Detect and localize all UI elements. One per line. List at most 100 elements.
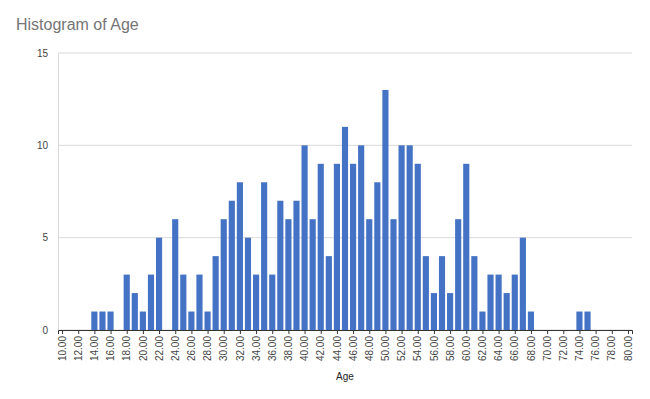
- x-tick-mark: [499, 330, 500, 334]
- x-tick-label: 60.00: [461, 336, 472, 361]
- bar: [625, 330, 631, 331]
- x-tick-mark: [515, 330, 516, 334]
- x-tick-mark: [94, 330, 95, 334]
- bar: [253, 275, 259, 330]
- x-tick-mark: [127, 330, 128, 334]
- x-tick-label: 80.00: [623, 336, 634, 361]
- x-tick-label: 14.00: [89, 336, 100, 361]
- x-tick: 26.00: [186, 330, 197, 361]
- y-tick: 15: [37, 48, 58, 59]
- x-tick-mark: [579, 330, 580, 334]
- x-tick-label: 58.00: [445, 336, 456, 361]
- bar: [261, 182, 267, 330]
- x-tick-mark: [531, 330, 532, 334]
- x-tick-label: 20.00: [138, 336, 149, 361]
- x-tick-label: 40.00: [299, 336, 310, 361]
- x-tick-mark: [369, 330, 370, 334]
- bar: [213, 256, 219, 330]
- bar: [350, 164, 356, 330]
- y-tick: 10: [37, 140, 58, 151]
- bar: [302, 145, 308, 330]
- x-tick: 74.00: [574, 330, 585, 361]
- bar: [576, 312, 582, 330]
- x-tick-label: 54.00: [412, 336, 423, 361]
- x-tick-mark: [385, 330, 386, 334]
- bar: [439, 256, 445, 330]
- x-tick-mark: [321, 330, 322, 334]
- x-tick-mark: [272, 330, 273, 334]
- bar: [504, 293, 510, 330]
- bar: [415, 164, 421, 330]
- x-tick-mark: [224, 330, 225, 334]
- x-tick: 52.00: [396, 330, 407, 361]
- bar: [423, 256, 429, 330]
- x-tick-label: 24.00: [170, 336, 181, 361]
- x-tick: 58.00: [445, 330, 456, 361]
- x-tick: 62.00: [477, 330, 488, 361]
- bar: [156, 238, 162, 330]
- y-axis-line: [58, 54, 59, 331]
- x-tick-label: 64.00: [493, 336, 504, 361]
- x-tick-label: 48.00: [364, 336, 375, 361]
- x-tick-mark: [628, 330, 629, 334]
- x-tick-mark: [466, 330, 467, 334]
- bar: [326, 256, 332, 330]
- bar: [204, 312, 210, 330]
- x-tick: 46.00: [348, 330, 359, 361]
- x-axis: 10.0012.0014.0016.0018.0020.0022.0024.00…: [57, 330, 634, 361]
- x-tick-mark: [256, 330, 257, 334]
- bar: [520, 238, 526, 330]
- bar: [601, 330, 607, 331]
- bar: [455, 219, 461, 330]
- x-tick-label: 68.00: [526, 336, 537, 361]
- x-tick: 64.00: [493, 330, 504, 361]
- y-axis: 0 5 10 15: [37, 48, 59, 336]
- x-tick: 28.00: [202, 330, 213, 361]
- bar: [67, 330, 73, 331]
- x-tick: 78.00: [606, 330, 617, 361]
- x-tick-mark: [62, 330, 63, 334]
- x-tick-label: 28.00: [202, 336, 213, 361]
- x-tick: 80.00: [623, 330, 634, 361]
- x-tick: 38.00: [283, 330, 294, 361]
- x-tick-mark: [450, 330, 451, 334]
- bar: [536, 330, 542, 331]
- x-tick-label: 26.00: [186, 336, 197, 361]
- x-tick-label: 70.00: [542, 336, 553, 361]
- x-tick-mark: [159, 330, 160, 334]
- y-tick-label: 5: [42, 232, 48, 243]
- bar: [229, 201, 235, 330]
- bar: [59, 330, 65, 331]
- x-tick-mark: [240, 330, 241, 334]
- bar: [83, 330, 89, 331]
- bar: [99, 312, 105, 330]
- x-tick-label: 30.00: [218, 336, 229, 361]
- bar: [277, 201, 283, 330]
- bar: [180, 275, 186, 330]
- x-axis-line: [59, 331, 633, 335]
- chart: Histogram of Age05101510.0012.0014.0016.…: [0, 0, 650, 399]
- x-tick-label: 76.00: [590, 336, 601, 361]
- x-tick-mark: [612, 330, 613, 334]
- x-tick-mark: [353, 330, 354, 334]
- bar: [237, 182, 243, 330]
- x-tick: 42.00: [315, 330, 326, 361]
- x-tick-mark: [305, 330, 306, 334]
- x-tick-mark: [175, 330, 176, 334]
- x-tick-label: 36.00: [267, 336, 278, 361]
- x-tick: 44.00: [332, 330, 343, 361]
- title: Histogram of Age: [16, 16, 139, 33]
- x-tick: 32.00: [235, 330, 246, 361]
- x-tick: 40.00: [299, 330, 310, 361]
- bar: [552, 330, 558, 331]
- x-tick: 60.00: [461, 330, 472, 361]
- bar: [293, 201, 299, 330]
- x-tick: 66.00: [509, 330, 520, 361]
- x-tick-label: 22.00: [154, 336, 165, 361]
- x-tick-label: 52.00: [396, 336, 407, 361]
- y-tick: 0: [42, 325, 58, 336]
- y-tick-label: 10: [37, 140, 49, 151]
- x-tick: 36.00: [267, 330, 278, 361]
- x-tick-mark: [563, 330, 564, 334]
- x-tick: 14.00: [89, 330, 100, 361]
